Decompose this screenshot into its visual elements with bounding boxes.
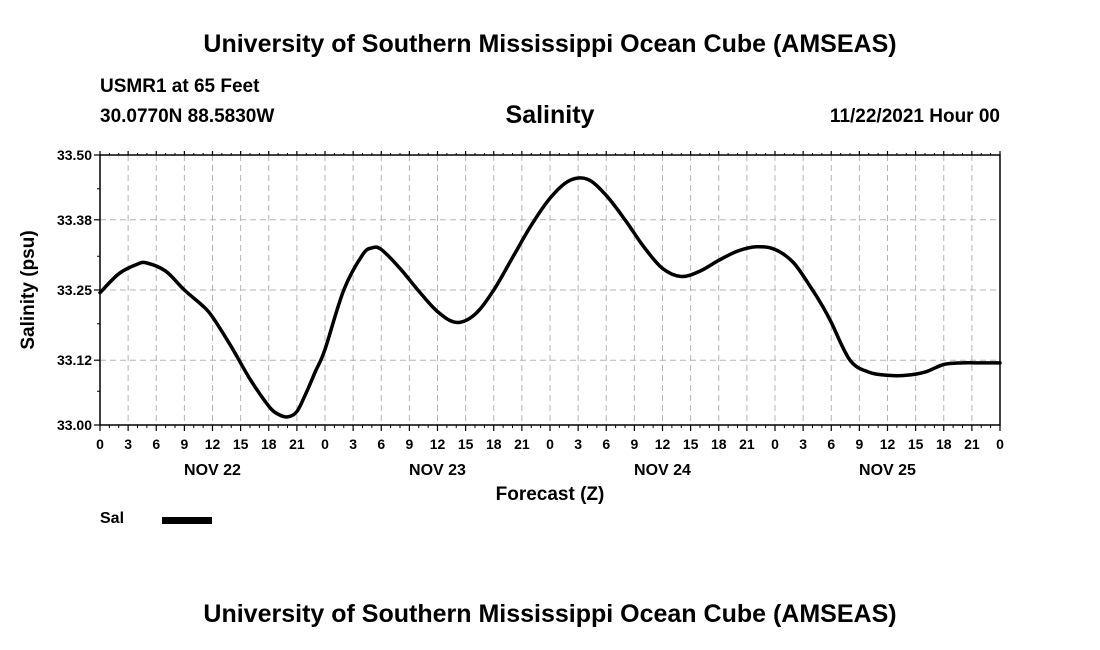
legend-label: Sal bbox=[100, 510, 125, 527]
axis-labels: 33.00 33.12 33.25 33.38 33.50 0 3 6 9 12 15 18 21 0 3 6… bbox=[57, 147, 1004, 479]
y-tick-label: 33.38 bbox=[57, 212, 92, 228]
x-tick-label: 21 bbox=[964, 436, 980, 452]
plot-frame bbox=[99, 154, 1001, 426]
x-tick-label: 0 bbox=[321, 436, 329, 452]
x-tick-label: 6 bbox=[377, 436, 385, 452]
x-tick-label: 0 bbox=[771, 436, 779, 452]
y-tick-label: 33.00 bbox=[57, 417, 92, 433]
x-tick-label: 9 bbox=[855, 436, 863, 452]
footer-title: University of Southern Mississippi Ocean… bbox=[203, 600, 897, 628]
x-tick-label: 12 bbox=[430, 436, 446, 452]
x-tick-label: 18 bbox=[936, 436, 952, 452]
x-tick-label: 9 bbox=[180, 436, 188, 452]
x-tick-label: 15 bbox=[908, 436, 924, 452]
x-tick-label: 18 bbox=[486, 436, 502, 452]
x-tick-label: 15 bbox=[233, 436, 249, 452]
x-tick-label: 9 bbox=[630, 436, 638, 452]
x-tick-label: 12 bbox=[655, 436, 671, 452]
main-title: University of Southern Mississippi Ocean… bbox=[203, 30, 897, 58]
legend-swatch bbox=[162, 517, 212, 524]
series-line-sal bbox=[98, 176, 1002, 419]
grid bbox=[100, 155, 1000, 425]
x-tick-label: 15 bbox=[458, 436, 474, 452]
x-tick-label: 21 bbox=[289, 436, 305, 452]
x-tick-label: 12 bbox=[205, 436, 221, 452]
y-axis-title: Salinity (psu) bbox=[18, 230, 39, 349]
x-tick-label: 12 bbox=[880, 436, 896, 452]
station-label: USMR1 at 65 Feet bbox=[100, 76, 260, 97]
chart-title: Salinity bbox=[505, 101, 595, 129]
x-tick-label: 3 bbox=[799, 436, 807, 452]
day-label: NOV 25 bbox=[859, 462, 916, 479]
axis-ticks bbox=[94, 151, 1001, 431]
x-tick-label: 6 bbox=[152, 436, 160, 452]
y-tick-label: 33.25 bbox=[57, 282, 92, 298]
x-tick-label: 6 bbox=[602, 436, 610, 452]
x-tick-label: 0 bbox=[996, 436, 1004, 452]
x-tick-label: 18 bbox=[711, 436, 727, 452]
station-coordinates: 30.0770N 88.5830W bbox=[100, 106, 275, 127]
day-label: NOV 24 bbox=[634, 462, 691, 479]
x-tick-label: 6 bbox=[827, 436, 835, 452]
x-tick-label: 21 bbox=[514, 436, 530, 452]
day-label: NOV 23 bbox=[409, 462, 466, 479]
x-tick-label: 15 bbox=[683, 436, 699, 452]
x-tick-label: 0 bbox=[96, 436, 104, 452]
x-tick-label: 3 bbox=[124, 436, 132, 452]
x-tick-label: 0 bbox=[546, 436, 554, 452]
x-tick-label: 9 bbox=[405, 436, 413, 452]
forecast-run-time: 11/22/2021 Hour 00 bbox=[829, 106, 1000, 127]
day-label: NOV 22 bbox=[184, 462, 241, 479]
x-tick-label: 21 bbox=[739, 436, 755, 452]
y-tick-label: 33.12 bbox=[57, 352, 92, 368]
x-tick-label: 3 bbox=[349, 436, 357, 452]
x-tick-label: 3 bbox=[574, 436, 582, 452]
y-tick-label: 33.50 bbox=[57, 147, 92, 163]
x-tick-label: 18 bbox=[261, 436, 277, 452]
x-axis-title: Forecast (Z) bbox=[496, 484, 605, 505]
